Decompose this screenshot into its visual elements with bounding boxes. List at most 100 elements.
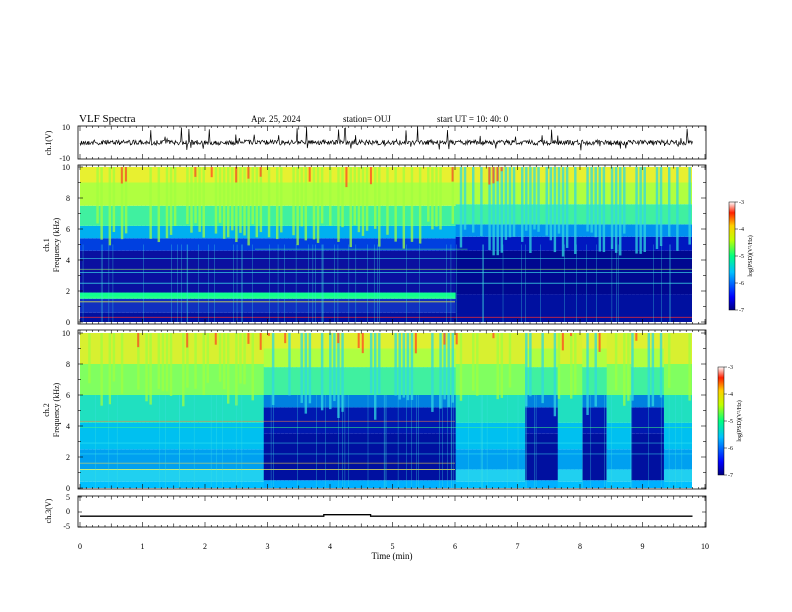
spectrogram-cell [565,364,571,395]
spectrogram-plume [243,167,246,236]
freq-tick-label: 4 [66,422,70,431]
spectrogram-plume [431,333,434,412]
colorbar-tick-label: -5 [728,419,733,425]
spectrogram-cell [141,205,146,226]
spectrogram-cell [153,225,159,239]
spectrogram-cell [243,469,249,482]
spectrogram-cell [357,238,363,251]
spectrogram-plume [100,333,103,406]
spectrogram-cell [96,250,102,293]
spectrogram-cell [684,422,690,450]
spectrogram-cell [88,449,93,470]
spectrogram-cell [304,250,310,293]
spectrogram-cell [435,298,440,313]
spectrogram-plume [500,333,504,398]
spectrogram-cell [382,298,387,313]
spectrogram-cell [96,449,102,470]
ch1-spectrogram-ylabel-ch: ch.1 [42,238,51,252]
spectrogram-cell [418,333,424,349]
spectrogram-cell [182,449,187,470]
spectrogram-cell [537,348,543,368]
spectrogram-cell [108,250,114,293]
spectrogram-cell [647,294,653,322]
spectrogram-cell [133,422,138,450]
spectrogram-cell [161,238,167,251]
spectrogram-cell [537,333,543,349]
spectrogram-cell [280,238,285,251]
spectrogram-cell [124,238,130,251]
spectrogram-cell [594,480,600,488]
spectrogram-plume [378,333,381,394]
spectrogram-cell [627,481,632,488]
spectrogram-cell [382,250,387,293]
spectrogram-cell [496,469,502,482]
spectrogram-cell [431,433,436,481]
spectrogram-cell [235,395,240,423]
spectrogram-cell [157,298,163,313]
spectrogram-cell [341,298,347,313]
ch3-ylabel: ch.3(V) [44,498,53,523]
spectrogram-cell [439,298,445,313]
spectrogram-cell [594,407,600,434]
spectrogram-cell [451,238,457,251]
ch3-ytick-bottom: -5 [63,522,70,531]
spectrogram-cell [345,250,351,293]
spectrogram-cell [619,364,624,395]
spectrogram-plume [333,333,336,402]
spectrogram-cell [508,422,514,450]
spectrogram-plume [112,167,116,232]
spectrogram-cell [153,481,159,488]
spectrogram-cell [178,449,183,470]
spectrogram-cell [116,469,122,482]
spectrogram-cell [325,333,330,349]
spectrogram-cell [414,480,420,488]
spectrogram-cell [610,469,616,482]
spectrogram-cell [614,294,620,322]
spectrogram-plume [427,167,430,222]
spectrogram-cell [120,422,126,450]
spectrogram-cell [288,298,293,313]
spectrogram-cell [178,422,183,450]
spectrogram-cell [222,298,228,313]
spectrogram-cell [537,395,543,408]
spectrogram-cell [263,250,269,293]
spectrogram-burst [492,167,495,184]
spectrogram-cell [631,224,636,237]
spectrogram-cell [116,422,122,450]
spectrogram-cell [284,367,289,395]
spectrogram-cell [259,333,265,364]
spectrogram-cell [369,480,375,488]
spectrogram-cell [153,469,159,482]
spectrogram-cell [578,204,583,225]
spectrogram-cell [492,333,498,364]
spectrogram-plume [357,167,361,233]
spectrogram-cell [684,204,690,225]
spectrogram-cell [484,481,489,488]
spectrogram-cell [369,182,375,206]
spectrogram-cell [112,225,118,239]
spectrogram-cell [431,238,436,251]
spectrogram-cell [684,294,690,322]
x-tick-label: 7 [516,542,520,551]
spectrogram-cell [239,395,244,423]
spectrogram-cell [533,433,538,481]
spectrogram-cell [104,395,110,423]
x-tick-label: 10 [701,542,709,551]
spectrogram-cell [263,395,269,408]
spectrogram-cell [325,167,330,183]
spectrogram-plume [614,333,618,391]
spectrogram-cell [651,167,657,183]
ch2-colorbar [717,366,725,476]
spectrogram-cell [104,205,110,226]
spectrogram-cell [259,481,265,488]
ch2-spectrogram-ylabel-freq: Frequency (kHz) [52,382,61,437]
spectrogram-cell [267,395,273,408]
ch3-ytick-top: 5 [66,493,70,502]
spectrogram-plume [398,333,401,400]
ch2-spectrogram-heatmap [80,333,692,488]
spectrogram-cell [263,238,269,251]
spectrogram-cell [427,367,432,395]
spectrogram-cell [333,298,338,313]
spectrogram-cell [137,449,142,470]
spectrogram-cell [504,449,510,470]
